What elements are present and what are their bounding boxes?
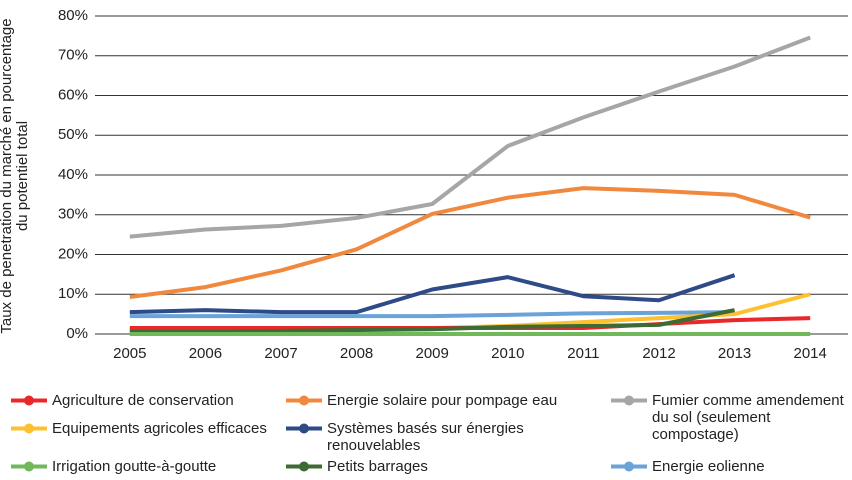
- legend-marker: [24, 395, 34, 406]
- y-axis-title: Taux de penetration du marché en pourcen…: [0, 18, 31, 334]
- legend-swatch: [11, 395, 47, 406]
- x-tick-label: 2005: [113, 345, 146, 362]
- y-tick-label: 50%: [58, 126, 88, 143]
- legend-marker: [24, 423, 34, 434]
- y-tick-label: 40%: [58, 166, 88, 183]
- x-tick-label: 2007: [264, 345, 297, 362]
- x-tick-label: 2008: [340, 345, 373, 362]
- legend-label: Agriculture de conservation: [52, 392, 234, 409]
- legend-label: Equipements agricoles efficaces: [52, 420, 267, 437]
- x-tick-label: 2012: [642, 345, 675, 362]
- x-tick-label: 2006: [189, 345, 222, 362]
- y-tick-label: 60%: [58, 86, 88, 103]
- y-tick-label: 30%: [58, 206, 88, 223]
- legend-item: Energie solaire pour pompage eau: [285, 392, 585, 409]
- legend-label: Energie eolienne: [652, 458, 765, 475]
- legend-item: Fumier comme amendement du sol (seulemen…: [610, 392, 850, 443]
- x-tick-label: 2011: [567, 345, 599, 362]
- legend-swatch: [611, 395, 647, 406]
- x-tick-label: 2010: [491, 345, 524, 362]
- legend-marker: [624, 461, 634, 472]
- legend-item: Agriculture de conservation: [10, 392, 272, 409]
- y-tick-label: 80%: [58, 7, 88, 24]
- legend-label: Irrigation goutte-à-goutte: [52, 458, 217, 475]
- x-tick-label: 2009: [416, 345, 449, 362]
- legend-item: Irrigation goutte-à-goutte: [10, 458, 272, 475]
- series-line: [129, 273, 736, 315]
- series-line: [129, 308, 735, 335]
- legend-label: Petits barrages: [327, 458, 428, 475]
- legend-item: Petits barrages: [285, 458, 585, 475]
- legend-swatch: [611, 461, 647, 472]
- legend-swatch: [286, 395, 322, 406]
- legend-swatch: [11, 423, 47, 434]
- legend-marker: [24, 461, 34, 472]
- y-tick-label: 0%: [66, 325, 88, 342]
- legend-item: Energie eolienne: [610, 458, 850, 475]
- legend-swatch: [286, 461, 322, 472]
- legend-label: Systèmes basés sur énergies renouvelable…: [327, 420, 524, 454]
- x-tick-label: 2013: [718, 345, 751, 362]
- y-tick-label: 10%: [58, 285, 88, 302]
- legend-marker: [299, 423, 309, 434]
- plot-area: 0% 10% 20% 30% 40% 50% 60% 70% 80% 2005 2006 2007 20…: [58, 7, 848, 362]
- y-tick-label: 70%: [58, 47, 88, 64]
- legend-label: Fumier comme amendement du sol (seulemen…: [652, 392, 844, 443]
- legend-marker: [624, 395, 634, 406]
- legend-item: Equipements agricoles efficaces: [10, 420, 272, 437]
- legend-label: Energie solaire pour pompage eau: [327, 392, 558, 409]
- series-line: [129, 35, 811, 239]
- legend-item: Systèmes basés sur énergies renouvelable…: [285, 420, 585, 454]
- x-tick-label: 2014: [794, 345, 827, 362]
- legend-marker: [299, 395, 309, 406]
- legend-swatch: [286, 423, 322, 434]
- series-line: [129, 310, 735, 319]
- series-line: [129, 186, 811, 300]
- legend-marker: [299, 461, 309, 472]
- y-tick-label: 20%: [58, 245, 88, 262]
- legend-swatch: [11, 461, 47, 472]
